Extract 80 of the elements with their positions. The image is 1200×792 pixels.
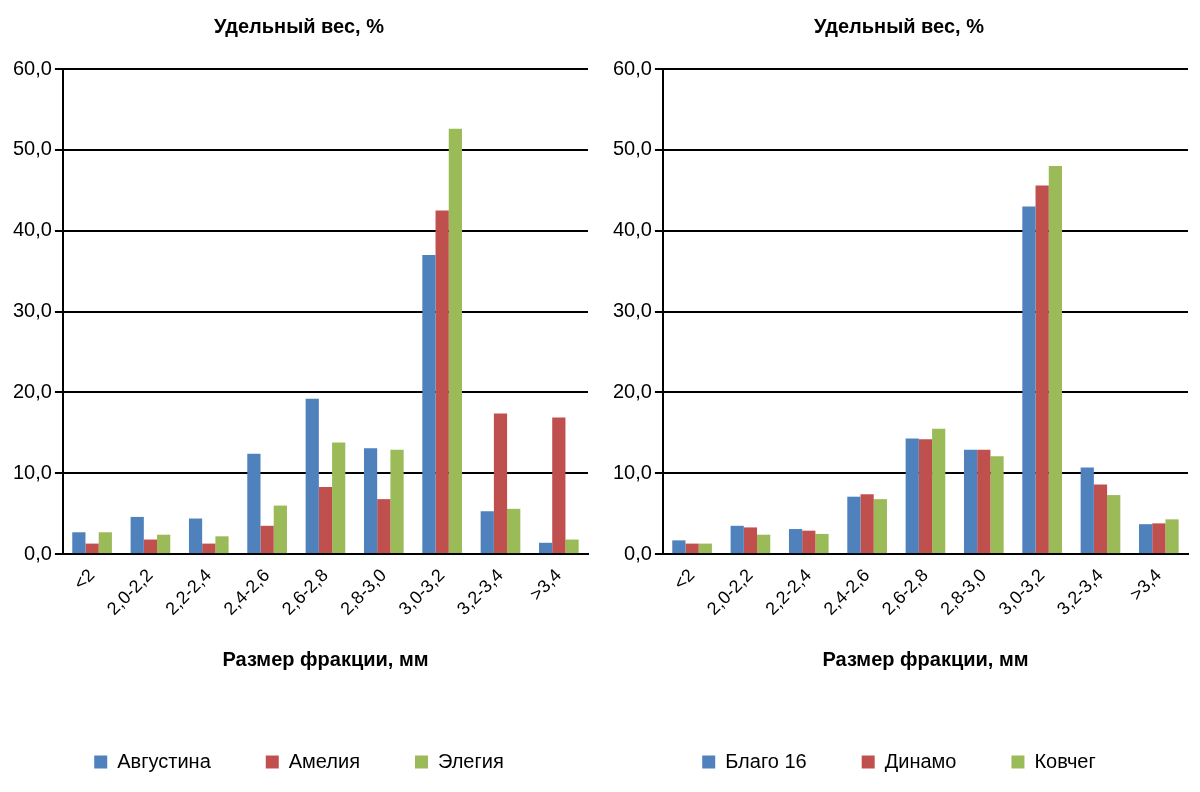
y-tick-label: 60,0 [612,56,652,79]
bar [72,532,86,554]
bar [1165,519,1179,554]
bar [188,518,203,554]
bar [815,533,829,554]
bar [1107,495,1121,554]
bar [860,494,874,554]
bar [730,525,744,554]
bar [802,530,816,554]
legend-label: Элегия [437,749,504,772]
y-tick-label: 60,0 [12,56,52,79]
x-tick-label: <2 [669,564,699,594]
bar [990,456,1004,554]
y-tick-label: 30,0 [612,299,652,322]
bar [963,449,978,554]
y-tick-label: 50,0 [612,137,652,160]
legend-label: Амелия [288,749,360,772]
bar [215,536,229,554]
y-tick-label: 20,0 [612,379,652,402]
bar [565,539,579,554]
bar [1152,523,1166,554]
bar [1035,185,1049,554]
bar [977,449,991,554]
bar [85,543,99,554]
y-tick-label: 10,0 [12,460,52,483]
bar [873,499,887,554]
bar [1022,206,1036,554]
bar [377,499,391,554]
x-axis-title: Размер фракции, мм [822,647,1029,670]
chart-title: Удельный вес, % [214,14,385,37]
legend-label: Ковчег [1034,749,1096,772]
bar [480,511,494,554]
bar [247,453,261,554]
legend-label: Августина [117,749,212,772]
bar [202,543,216,554]
bar [698,543,712,554]
bar [435,210,449,554]
y-tick-label: 20,0 [12,379,52,402]
bar [757,534,771,554]
bar [932,428,946,554]
y-tick-label: 50,0 [12,137,52,160]
bar [788,529,803,554]
bar [273,505,287,554]
x-tick-label: <2 [69,564,99,594]
bar [98,532,112,554]
bar [1048,166,1062,554]
bar [143,539,158,554]
bar [552,417,566,554]
bar [672,540,686,554]
bar [743,527,758,554]
bar [260,525,274,554]
bar [685,543,699,554]
bar [1138,524,1153,554]
bar [157,534,171,554]
y-tick-label: 30,0 [12,299,52,322]
bar [332,442,346,554]
x-axis-title: Размер фракции, мм [222,647,429,670]
y-tick-label: 10,0 [612,460,652,483]
bar [1093,484,1108,554]
y-tick-label: 40,0 [612,218,652,241]
bar [305,398,319,554]
bar [905,438,919,554]
bar [493,413,508,554]
y-tick-label: 40,0 [12,218,52,241]
bar [448,128,462,554]
legend-label: Благо 16 [725,749,807,772]
bar [130,516,144,554]
y-tick-label: 0,0 [624,541,652,564]
y-tick-label: 0,0 [24,541,52,564]
bar [422,254,436,554]
legend-label: Динамо [884,749,957,772]
bar [918,439,933,554]
bar [318,487,333,554]
bar [507,508,521,554]
bar [538,542,553,554]
bar [390,449,404,554]
bar [1080,467,1094,554]
chart-title: Удельный вес, % [814,14,985,37]
bar [847,496,861,554]
bar [363,448,378,554]
